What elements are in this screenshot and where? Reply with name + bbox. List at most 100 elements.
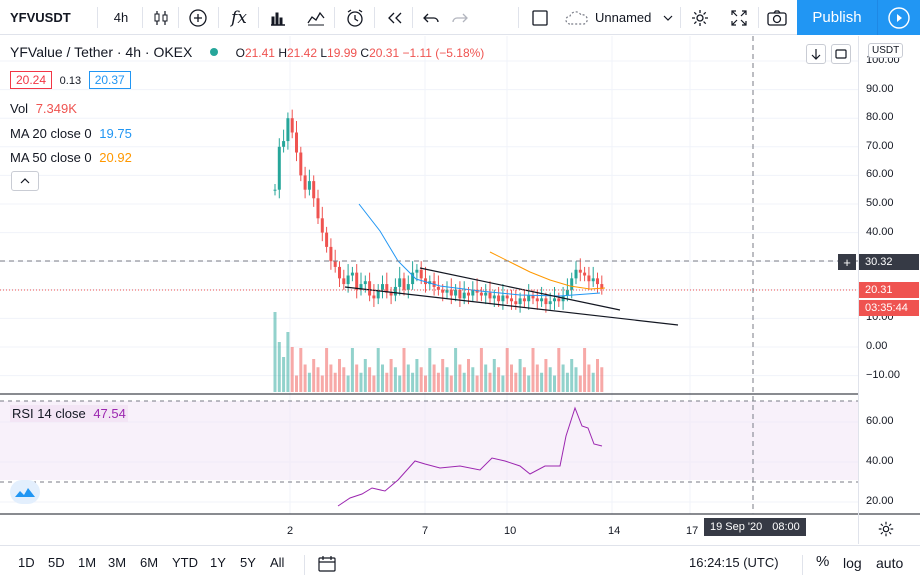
volume-bar: [553, 375, 556, 392]
candle-body: [424, 278, 427, 285]
range-button-1y[interactable]: 1Y: [210, 555, 226, 570]
chevron-up-icon: [20, 178, 30, 184]
close-label: C: [360, 46, 370, 60]
spread-value: 0.13: [59, 75, 82, 87]
candle-body: [303, 175, 307, 190]
range-button-3m[interactable]: 3M: [108, 555, 127, 570]
play-circle-icon: [888, 6, 910, 29]
candle-body: [411, 272, 415, 285]
volume-bar: [338, 359, 341, 392]
range-button-5y[interactable]: 5Y: [240, 555, 256, 570]
layout-name[interactable]: Unnamed: [595, 10, 652, 25]
ma20-value: 19.75: [99, 126, 132, 141]
low-value: 19.99: [327, 46, 358, 60]
volume-bar: [492, 359, 496, 392]
fullscreen-square-icon[interactable]: [526, 0, 554, 35]
volume-bar: [540, 372, 544, 392]
candle-body: [591, 278, 595, 282]
axis-settings-gear-icon[interactable]: [877, 520, 895, 541]
trendline-lower[interactable]: [344, 286, 679, 326]
ma50-label: MA 50 close 0: [10, 150, 92, 165]
candle-body: [479, 292, 483, 296]
volume-bar: [501, 375, 505, 392]
volume-bar: [596, 359, 599, 392]
alert-clock-icon[interactable]: [341, 0, 369, 35]
replay-icon[interactable]: [381, 0, 409, 35]
camera-icon[interactable]: [762, 0, 792, 35]
compare-add-icon[interactable]: [185, 0, 211, 35]
percent-scale-toggle[interactable]: %: [816, 553, 830, 570]
candle-body: [492, 295, 496, 299]
financials-icon[interactable]: [303, 0, 329, 35]
redo-icon[interactable]: [447, 0, 473, 35]
tradingview-logo[interactable]: [10, 480, 40, 504]
gear-icon[interactable]: [686, 0, 714, 35]
chart-legend-header: YFValue / Tether · 4h · OKEX O21.41 H21.…: [10, 44, 484, 60]
open-value: 21.41: [244, 46, 275, 60]
clock-display[interactable]: 16:24:15 (UTC): [689, 555, 779, 570]
range-button-1m[interactable]: 1M: [78, 555, 97, 570]
auto-scale-toggle[interactable]: auto: [876, 555, 904, 571]
templates-icon[interactable]: [265, 0, 291, 35]
time-tick: 14: [608, 525, 621, 537]
fullscreen-icon[interactable]: [725, 0, 753, 35]
range-button-5d[interactable]: 5D: [48, 555, 65, 570]
scroll-down-button[interactable]: [806, 44, 826, 64]
volume-bar: [393, 367, 397, 392]
log-scale-toggle[interactable]: log: [843, 555, 862, 571]
volume-bar: [415, 359, 419, 392]
volume-bar: [329, 364, 333, 392]
plus-icon[interactable]: +: [838, 254, 856, 270]
volume-bar: [424, 375, 427, 392]
publish-button[interactable]: Publish: [797, 0, 877, 35]
indicators-icon[interactable]: fx: [231, 7, 247, 28]
candle-body: [273, 189, 277, 191]
candle-body: [449, 289, 453, 296]
bid-box[interactable]: 20.24: [10, 71, 53, 89]
range-button-all[interactable]: All: [270, 555, 285, 570]
time-tick: 7: [422, 525, 429, 537]
trendline-upper[interactable]: [419, 267, 621, 311]
candle-body: [329, 246, 333, 262]
collapse-legend-button[interactable]: [11, 171, 39, 191]
range-button-6m[interactable]: 6M: [140, 555, 159, 570]
candles-icon[interactable]: [148, 0, 174, 35]
currency-label[interactable]: USDT: [868, 43, 904, 58]
publish-menu-button[interactable]: [877, 0, 920, 35]
ma50-legend[interactable]: MA 50 close 0 20.92: [10, 150, 132, 165]
price-axis[interactable]: [858, 36, 920, 544]
chevron-down-icon[interactable]: [660, 0, 676, 35]
date-range-calendar-icon[interactable]: [317, 555, 337, 576]
symbol-search-button[interactable]: YFVUSDT: [10, 10, 71, 25]
price-tick: 50.00: [866, 197, 894, 209]
candle-body: [312, 181, 316, 199]
price-tick: −10.00: [866, 368, 900, 381]
volume-bar: [574, 367, 578, 392]
volume-bar: [402, 348, 406, 392]
rsi-legend[interactable]: RSI 14 close 47.54: [10, 405, 128, 422]
undo-icon[interactable]: [418, 0, 444, 35]
candle-body: [385, 284, 389, 293]
symbol-title[interactable]: YFValue / Tether · 4h · OKEX: [10, 44, 193, 60]
volume-bar: [570, 359, 574, 392]
ma20-legend[interactable]: MA 20 close 0 19.75: [10, 126, 132, 141]
candle-body: [363, 281, 367, 285]
volume-bar: [441, 359, 445, 392]
cloud-icon[interactable]: [562, 0, 592, 35]
candle-body: [372, 295, 376, 299]
range-button-ytd[interactable]: YTD: [172, 555, 198, 570]
candle-body: [484, 292, 488, 296]
volume-bar: [295, 375, 298, 392]
price-tick: 90.00: [866, 82, 894, 95]
cloud-logo-icon: [15, 488, 35, 497]
volume-bar: [406, 364, 410, 392]
interval-button[interactable]: 4h: [113, 10, 129, 25]
volume-bar: [277, 342, 281, 392]
maximize-pane-button[interactable]: [831, 44, 851, 64]
ask-box[interactable]: 20.37: [88, 71, 131, 89]
range-button-1d[interactable]: 1D: [18, 555, 35, 570]
close-value: 20.31: [369, 46, 400, 60]
chart-canvas[interactable]: [0, 36, 920, 544]
candle-body: [600, 284, 604, 289]
volume-legend[interactable]: Vol 7.349K: [10, 101, 77, 116]
